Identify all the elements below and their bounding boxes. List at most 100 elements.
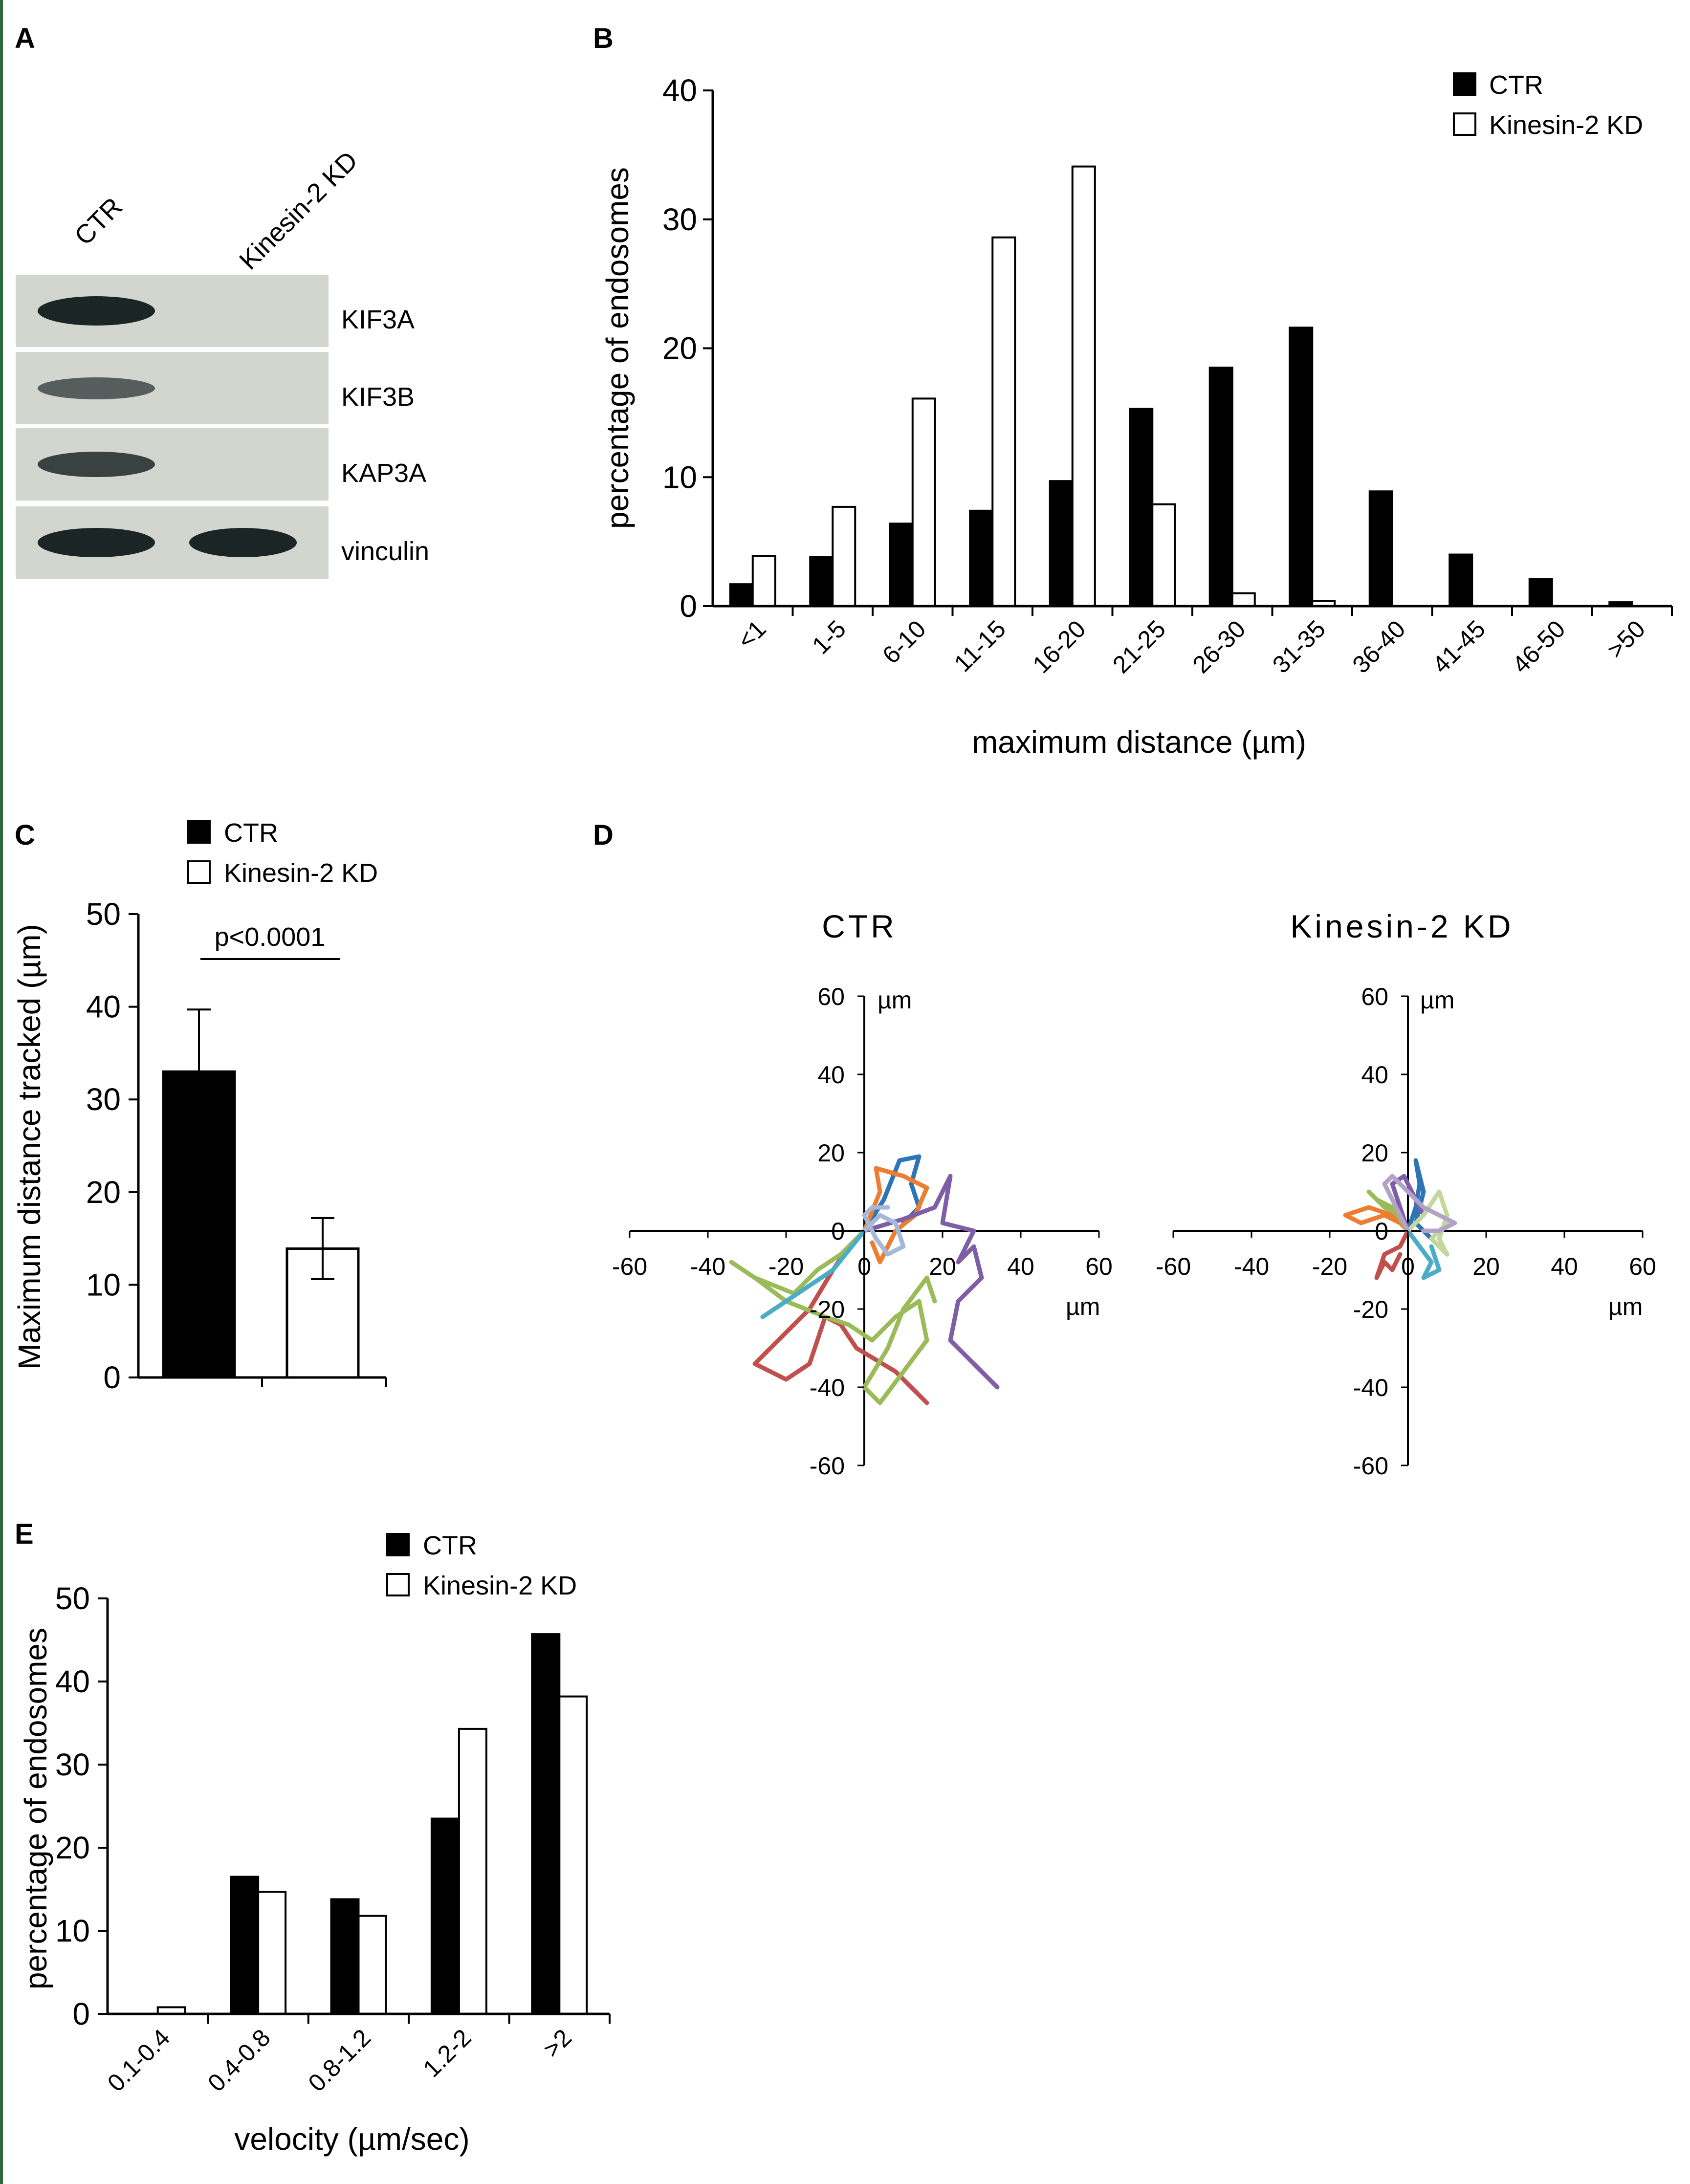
scatter-plot-kd: -60 -60 -40 -40 -20-20 00 20 20 40 40 60 60 bbox=[1156, 983, 1656, 1480]
blot-labels: CTR Kinesin-2 KD KIF3A KIF3B KAP3A vincu… bbox=[69, 146, 429, 566]
western-blot bbox=[16, 275, 329, 584]
legend-swatch-ctr bbox=[1453, 72, 1476, 96]
x-tick-label: 46-50 bbox=[1507, 615, 1570, 678]
blot-band bbox=[38, 296, 155, 326]
chart-b-x-ticks: <1 1-5 6-10 11-15 16-20 21-25 26-30 31-35 36-40 4… bbox=[732, 606, 1673, 678]
x-tick-label: -20 bbox=[768, 1253, 804, 1280]
chart-e-x-label: velocity (µm/sec) bbox=[234, 2121, 469, 2157]
blot-row-label: KIF3B bbox=[341, 382, 415, 412]
blot-band bbox=[38, 377, 155, 399]
bar-kd bbox=[1231, 592, 1256, 607]
legend-label-kd: Kinesin-2 KD bbox=[423, 1571, 577, 1600]
bar-kd bbox=[257, 1891, 287, 2015]
bar-ctr bbox=[430, 1817, 460, 2015]
legend-swatch-ctr bbox=[187, 820, 211, 844]
x-tick-label: >50 bbox=[1602, 615, 1650, 664]
y-tick-label: 0 bbox=[680, 589, 697, 624]
blot-strip bbox=[16, 506, 329, 579]
x-tick-label: 31-35 bbox=[1267, 615, 1331, 678]
bar-ctr bbox=[1289, 327, 1314, 607]
x-tick-label: 60 bbox=[1085, 1253, 1113, 1280]
chart-b-x-label: maximum distance (µm) bbox=[972, 724, 1306, 760]
bar-ctr bbox=[531, 1633, 561, 2015]
chart-b: 0 10 20 30 40 <1 1-5 6-10 11-15 16-20 21-25 26-30 3… bbox=[600, 70, 1673, 760]
p-value-annotation: p<0.0001 bbox=[215, 922, 326, 952]
track-line bbox=[760, 1228, 867, 1319]
x-tick-label: -20 bbox=[1312, 1253, 1347, 1280]
unit-label-y-ctr: µm bbox=[878, 986, 912, 1014]
chart-c: 0 10 20 30 40 50 Maximum distance tracked (µm… bbox=[12, 818, 387, 1395]
x-tick-label: -40 bbox=[1234, 1253, 1269, 1280]
unit-label-x-kd: µm bbox=[1608, 1293, 1643, 1320]
x-tick-label: 11-15 bbox=[949, 615, 1011, 677]
unit-label-y-kd: µm bbox=[1420, 986, 1454, 1014]
track-line bbox=[729, 1228, 937, 1405]
y-tick-label: -40 bbox=[1353, 1374, 1388, 1401]
panel-letter-c: C bbox=[15, 819, 35, 851]
x-tick-label: 40 bbox=[1007, 1253, 1034, 1280]
track-line bbox=[1374, 1228, 1410, 1280]
bar-ctr bbox=[809, 556, 834, 608]
bar-kd bbox=[911, 397, 936, 607]
unit-label-x-ctr: µm bbox=[1066, 1293, 1100, 1320]
x-tick-label: 21-25 bbox=[1107, 615, 1171, 678]
y-tick-label: -20 bbox=[810, 1296, 845, 1323]
panel-letter-a: A bbox=[15, 22, 35, 54]
chart-c-bars bbox=[162, 1008, 360, 1379]
track-line bbox=[862, 1174, 1000, 1390]
chart-e-bars bbox=[156, 1633, 588, 2015]
blot-row-label: KIF3A bbox=[341, 305, 415, 334]
panel-letter-d: D bbox=[593, 819, 614, 851]
y-tick-label: 60 bbox=[1361, 983, 1388, 1010]
bar-ctr bbox=[1208, 367, 1233, 607]
x-tick-label: <1 bbox=[732, 615, 771, 654]
bar-ctr bbox=[162, 1070, 236, 1379]
legend-label-kd: Kinesin-2 KD bbox=[224, 858, 378, 888]
x-tick-label: 1-5 bbox=[807, 615, 851, 659]
bar-ctr bbox=[1049, 480, 1074, 607]
blot-band bbox=[38, 451, 155, 478]
y-tick-label: 50 bbox=[86, 896, 121, 932]
track-line bbox=[1405, 1228, 1442, 1280]
y-tick-label: 30 bbox=[55, 1747, 90, 1782]
bar-ctr bbox=[729, 583, 754, 607]
bar-kd bbox=[751, 555, 776, 607]
y-tick-label: 10 bbox=[55, 1913, 90, 1948]
scatter-title-ctr: CTR bbox=[822, 908, 897, 944]
scatter-title-kd: Kinesin-2 KD bbox=[1290, 908, 1514, 944]
y-tick-label: 40 bbox=[817, 1061, 845, 1089]
x-tick-label: 36-40 bbox=[1347, 615, 1410, 678]
y-tick-label: -60 bbox=[1353, 1452, 1388, 1480]
legend-swatch-ctr bbox=[386, 1533, 410, 1556]
x-tick-label: 1.2-2 bbox=[417, 2024, 476, 2082]
track-line bbox=[862, 1205, 906, 1257]
chart-b-bars bbox=[729, 165, 1633, 608]
bar-kd bbox=[558, 1695, 588, 2015]
y-tick-label: 10 bbox=[662, 459, 697, 495]
y-tick-label: 40 bbox=[1361, 1061, 1388, 1089]
y-tick-label: 10 bbox=[86, 1267, 121, 1302]
x-tick-label: 20 bbox=[929, 1253, 956, 1280]
y-tick-label: 30 bbox=[662, 202, 697, 237]
x-tick-label: 0 bbox=[857, 1253, 871, 1280]
page-border-line bbox=[0, 0, 3, 2184]
y-tick-label: -60 bbox=[810, 1452, 845, 1480]
y-tick-label: 30 bbox=[86, 1082, 121, 1117]
y-tick-label: 0 bbox=[1375, 1218, 1388, 1245]
bar-kd bbox=[832, 505, 856, 607]
blot-strip bbox=[16, 275, 329, 347]
x-tick-label: 0 bbox=[1401, 1253, 1415, 1280]
y-tick-label: -40 bbox=[810, 1374, 845, 1401]
bar-kd bbox=[357, 1915, 387, 2015]
bar-ctr bbox=[1449, 553, 1473, 607]
y-tick-label: 60 bbox=[817, 983, 845, 1010]
x-tick-label: >2 bbox=[538, 2024, 577, 2063]
y-tick-label: 20 bbox=[55, 1830, 90, 1865]
chart-b-y-ticks: 0 10 20 30 40 bbox=[662, 73, 713, 624]
legend-label-kd: Kinesin-2 KD bbox=[1489, 110, 1643, 140]
x-tick-label: 6-10 bbox=[877, 615, 931, 669]
bar-ctr bbox=[969, 509, 994, 607]
y-tick-label: 50 bbox=[55, 1581, 90, 1616]
x-tick-label: 60 bbox=[1629, 1253, 1656, 1280]
